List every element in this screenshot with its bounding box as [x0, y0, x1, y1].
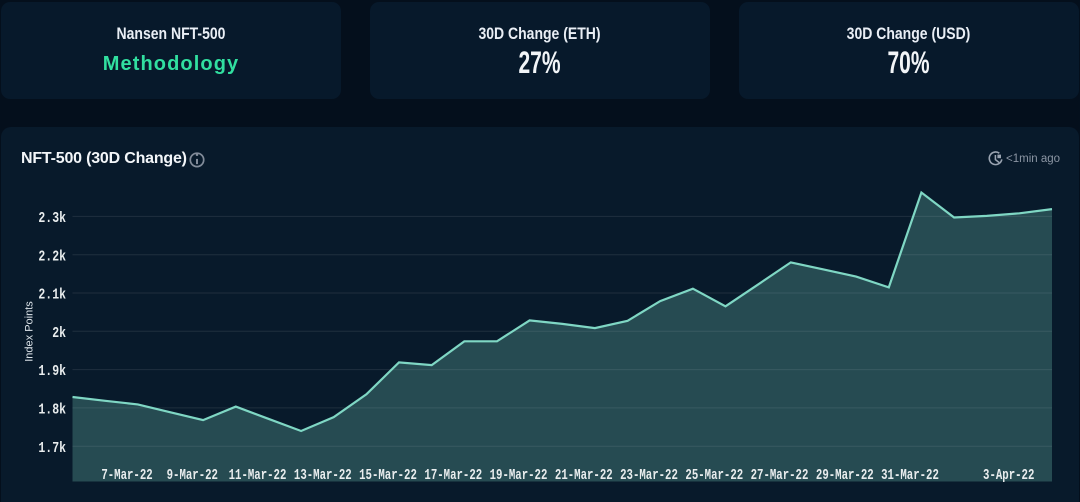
svg-text:1.7k: 1.7k [38, 441, 66, 458]
svg-text:29-Mar-22: 29-Mar-22 [816, 467, 874, 484]
svg-text:2.3k: 2.3k [38, 211, 66, 228]
svg-text:15-Mar-22: 15-Mar-22 [359, 467, 417, 484]
svg-text:2.2k: 2.2k [38, 249, 66, 266]
svg-text:25-Mar-22: 25-Mar-22 [685, 467, 743, 484]
svg-text:17-Mar-22: 17-Mar-22 [424, 467, 482, 484]
svg-text:19-Mar-22: 19-Mar-22 [490, 467, 548, 484]
svg-text:31-Mar-22: 31-Mar-22 [881, 467, 939, 484]
svg-text:9-Mar-22: 9-Mar-22 [167, 467, 218, 484]
svg-text:11-Mar-22: 11-Mar-22 [229, 467, 287, 484]
svg-text:3-Apr-22: 3-Apr-22 [983, 467, 1034, 484]
svg-text:7-Mar-22: 7-Mar-22 [101, 467, 152, 484]
svg-text:Index Points: Index Points [24, 301, 36, 362]
svg-text:13-Mar-22: 13-Mar-22 [294, 467, 352, 484]
svg-text:1.8k: 1.8k [38, 402, 66, 419]
svg-text:27-Mar-22: 27-Mar-22 [751, 467, 809, 484]
svg-text:2.1k: 2.1k [38, 287, 66, 304]
svg-text:1.9k: 1.9k [38, 364, 66, 381]
svg-text:21-Mar-22: 21-Mar-22 [555, 467, 613, 484]
svg-text:2k: 2k [52, 326, 66, 343]
svg-text:23-Mar-22: 23-Mar-22 [620, 467, 678, 484]
